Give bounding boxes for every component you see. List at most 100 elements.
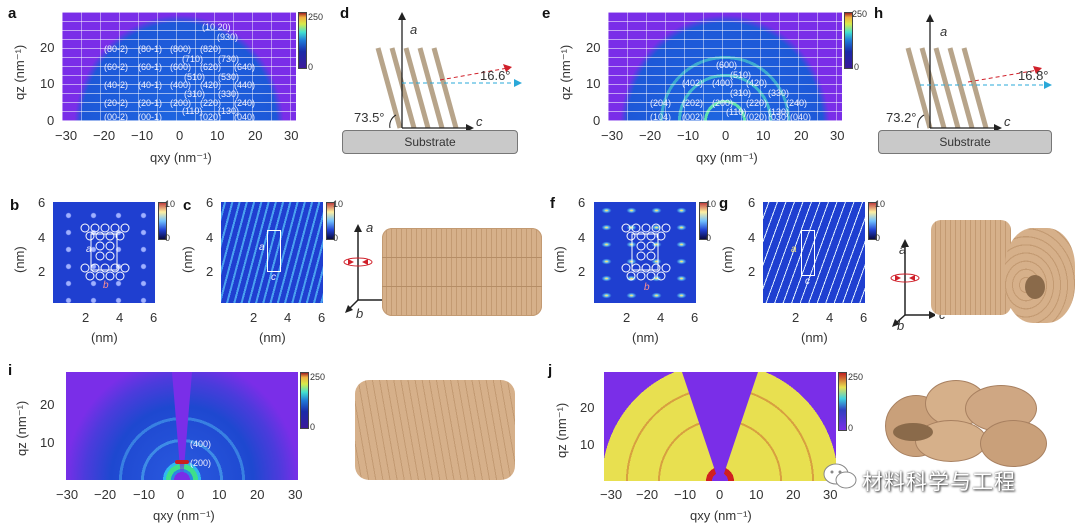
substrate: Substrate: [342, 130, 518, 154]
y-tick: 6: [206, 195, 214, 210]
hkl-label: (310): [730, 88, 752, 98]
giwaxs-map-e: (600) (510) (402) (400) (420) (310) (330…: [608, 12, 842, 121]
hkl-label: (420): [200, 80, 222, 90]
hkl-label: (10 20): [202, 22, 231, 32]
x-tick: −20: [639, 128, 662, 143]
hkl-label: (110): [726, 107, 747, 117]
x-tick: 10: [749, 487, 764, 502]
ordered-stack-illustration-c: a c b: [340, 200, 542, 330]
hkl-label: (510): [184, 72, 206, 82]
y-tick: 4: [748, 230, 756, 245]
y-tick: 0: [593, 113, 601, 128]
x-tick: 4: [116, 310, 124, 325]
x-tick: −20: [94, 487, 117, 502]
x-tick: 0: [176, 128, 184, 143]
x-tick: 0: [716, 487, 724, 502]
colorbar-max: 10: [165, 199, 176, 209]
cell-label-a: a: [259, 242, 265, 253]
substrate: Substrate: [878, 130, 1052, 154]
hkl-label: (402): [682, 78, 704, 88]
colorbar-max: 10: [706, 199, 717, 209]
hkl-label: (240): [786, 98, 808, 108]
hkl-label: (002): [682, 112, 704, 121]
axis-b-label: b: [897, 318, 905, 333]
colorbar-min: 0: [308, 62, 314, 72]
hkl-label: (110): [182, 106, 203, 116]
panel-label-e: e: [542, 5, 551, 22]
hkl-label: (400): [170, 80, 192, 90]
giwaxs-map-j: [604, 372, 836, 481]
hkl-label: (330): [218, 89, 240, 99]
colorbar-max: 10: [875, 199, 886, 209]
y-axis-label: qz (nm⁻¹): [554, 402, 569, 458]
hkl-label: (440): [234, 80, 256, 90]
colorbar-min: 0: [854, 62, 860, 72]
x-tick: 2: [792, 310, 800, 325]
x-tick: 30: [830, 128, 845, 143]
simulated-map-f: b: [594, 202, 696, 303]
y-axis-label: (nm): [180, 246, 195, 273]
y-tick: 10: [40, 435, 55, 450]
hkl-label: (800): [170, 44, 192, 54]
hkl-label: (60-1): [138, 62, 163, 72]
hkl-label: (640): [234, 62, 256, 72]
base-angle: 73.5°: [354, 110, 385, 125]
y-tick: 6: [748, 195, 756, 210]
panel-label-i: i: [8, 362, 13, 379]
colorbar-max: 250: [848, 372, 864, 382]
random-disc-illustration-j: [885, 375, 1055, 470]
panel-label-c: c: [183, 197, 192, 214]
y-tick: 20: [586, 40, 601, 55]
x-axis-label: qxy (nm⁻¹): [150, 150, 212, 165]
simulated-map-c: a c: [221, 202, 323, 303]
y-tick: 20: [580, 400, 595, 415]
hkl-label: (400): [712, 78, 734, 88]
x-tick: 30: [284, 128, 299, 143]
tilted-stack-illustration-i: [355, 380, 515, 480]
colorbar-max: 250: [310, 372, 326, 382]
wechat-logo-icon: [822, 462, 858, 492]
x-axis-label: (nm): [801, 330, 828, 345]
panel-d: d a 16.6° 73.5° c Substrate: [330, 0, 530, 175]
panel-label-b: b: [10, 197, 20, 214]
colorbar-min: 0: [165, 233, 171, 243]
y-axis-label: (nm): [720, 246, 735, 273]
hkl-label: (80-2): [104, 44, 129, 54]
hkl-label: (00-2): [104, 112, 129, 121]
axis-c-label: c: [1004, 114, 1011, 129]
tilt-angle: 16.6°: [480, 68, 511, 83]
x-axis-label: qxy (nm⁻¹): [696, 150, 758, 165]
hkl-label: (020): [200, 112, 222, 121]
axis-c-label: c: [476, 114, 483, 129]
x-tick: −10: [674, 487, 697, 502]
colorbar-min: 0: [875, 233, 881, 243]
x-axis-label: qxy (nm⁻¹): [153, 508, 215, 523]
axis-a-label: a: [366, 220, 374, 235]
hkl-label: (330): [768, 88, 790, 98]
hkl-label: (400): [190, 439, 212, 449]
x-tick: 20: [794, 128, 809, 143]
x-tick: 0: [177, 487, 185, 502]
hkl-label: (220): [200, 98, 222, 108]
cell-label-b: b: [103, 280, 109, 291]
x-tick: 20: [786, 487, 801, 502]
y-tick: 10: [586, 76, 601, 91]
cell-label-a: a: [86, 244, 92, 255]
panel-h: h a 16.8° 73.2° c Substrate: [868, 0, 1080, 175]
panel-label-f: f: [550, 195, 555, 212]
panel-b: b a b 10 0 (nm) 6 4 2 2 4 6 (nm): [0, 185, 175, 350]
hkl-label: (040): [234, 112, 256, 121]
panel-c: c a c 10 0 (nm) 6 4 2 2 4 6 (nm): [175, 185, 345, 350]
colorbar: [844, 12, 853, 69]
x-tick: 6: [691, 310, 699, 325]
x-tick: −20: [636, 487, 659, 502]
colorbar: [298, 12, 307, 69]
y-tick: 20: [40, 40, 55, 55]
x-tick: 10: [756, 128, 771, 143]
hkl-label: (40-2): [104, 80, 129, 90]
hkl-label: (60-2): [104, 62, 129, 72]
hkl-label: (730): [218, 54, 240, 64]
giwaxs-map-i: (400) (200): [66, 372, 298, 480]
colorbar-min: 0: [706, 233, 712, 243]
coordinate-axes-icon: [890, 239, 935, 327]
